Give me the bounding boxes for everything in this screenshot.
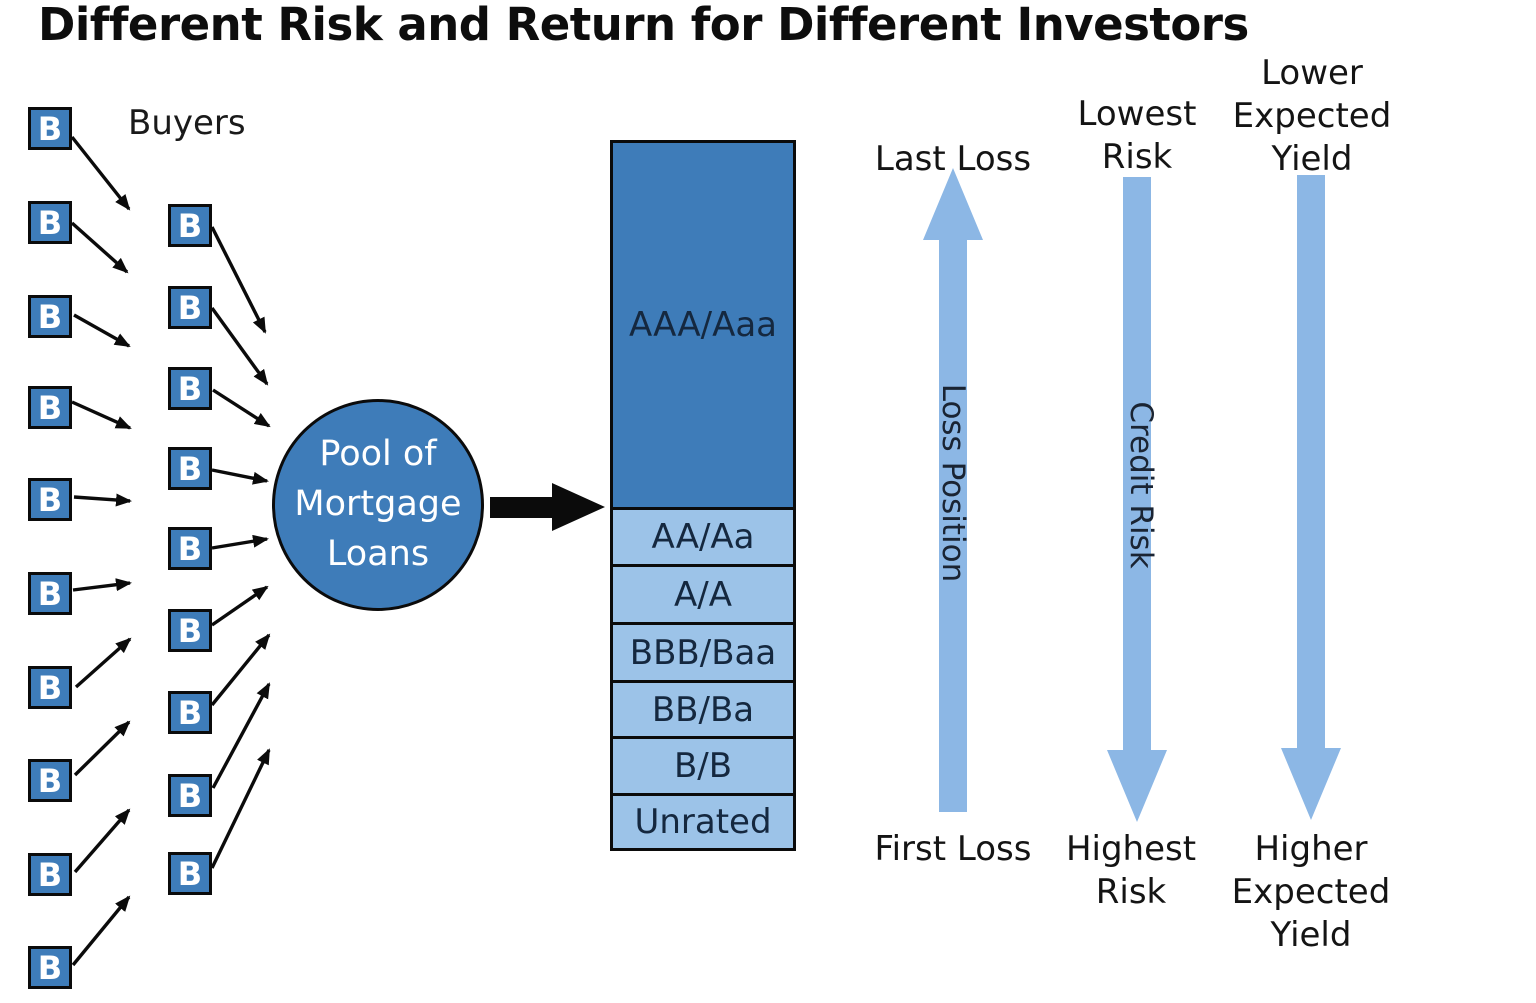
buyer-box: B <box>28 759 72 802</box>
higher-expected-yield-label: Higher Expected Yield <box>1231 829 1391 956</box>
buyer-arrow <box>70 135 131 211</box>
buyer-arrow <box>210 226 267 334</box>
buyer-box: B <box>168 367 212 410</box>
buyer-arrows <box>70 135 271 967</box>
buyer-arrow <box>210 633 271 707</box>
buyer-arrow <box>211 585 269 627</box>
buyer-arrow <box>71 895 131 967</box>
tranche-segment-unrated: Unrated <box>613 793 793 848</box>
buyer-box: B <box>28 107 72 150</box>
lowest-risk-label: Lowest Risk <box>1077 94 1197 178</box>
tranche-segment-bbb: BBB/Baa <box>613 622 793 680</box>
loss-position-up-arrow <box>923 168 983 812</box>
buyer-arrow <box>211 682 271 789</box>
buyer-arrow <box>210 748 271 869</box>
buyer-box: B <box>168 609 212 652</box>
buyer-arrow <box>71 400 132 430</box>
tranche-stack: AAA/Aaa AA/Aa A/A BBB/Baa BB/Ba B/B Unra… <box>610 140 796 851</box>
page-title: Different Risk and Return for Different … <box>38 0 1249 51</box>
tranche-segment-aaa: AAA/Aaa <box>613 143 793 507</box>
last-loss-label: Last Loss <box>874 139 1032 179</box>
buyer-arrow <box>210 307 269 386</box>
buyer-box: B <box>168 774 212 817</box>
first-loss-label: First Loss <box>874 829 1032 869</box>
buyer-arrow <box>72 578 132 592</box>
buyer-box: B <box>28 572 72 615</box>
tranche-segment-a: A/A <box>613 564 793 622</box>
buyer-box: B <box>28 201 72 244</box>
tranche-segment-b: B/B <box>613 736 793 793</box>
loss-position-axis-label: Loss Position <box>935 383 971 583</box>
tranche-segment-aa: AA/Aa <box>613 507 793 564</box>
buyers-heading: Buyers <box>128 103 246 143</box>
expected-yield-down-arrow <box>1281 175 1341 820</box>
highest-risk-label: Highest Risk <box>1065 829 1197 913</box>
buyer-box: B <box>168 204 212 247</box>
buyer-arrow <box>74 637 132 689</box>
buyer-box: B <box>168 691 212 734</box>
buyer-arrow <box>73 313 131 348</box>
tranche-segment-bb: BB/Ba <box>613 680 793 736</box>
buyer-box: B <box>168 286 212 329</box>
buyer-box: B <box>28 853 72 896</box>
buyer-arrow <box>211 534 269 550</box>
buyer-arrow <box>73 808 131 874</box>
buyer-box: B <box>168 852 212 895</box>
buyer-arrow <box>212 388 271 428</box>
buyer-box: B <box>168 447 212 490</box>
buyer-arrow <box>70 221 129 274</box>
buyer-arrow <box>73 720 131 777</box>
credit-risk-down-arrow <box>1107 177 1167 822</box>
mortgage-pool-circle: Pool of Mortgage Loans <box>272 399 484 611</box>
buyer-box: B <box>28 295 72 338</box>
buyer-box: B <box>28 946 72 989</box>
pool-to-tranches-arrow <box>490 483 605 531</box>
buyer-arrow <box>73 493 132 507</box>
buyer-box: B <box>28 386 72 429</box>
buyer-arrow <box>211 468 269 485</box>
buyer-box: B <box>28 666 72 709</box>
lower-expected-yield-label: Lower Expected Yield <box>1232 53 1392 180</box>
buyer-box: B <box>28 478 72 521</box>
buyer-box: B <box>168 527 212 570</box>
credit-risk-axis-label: Credit Risk <box>1123 401 1159 569</box>
